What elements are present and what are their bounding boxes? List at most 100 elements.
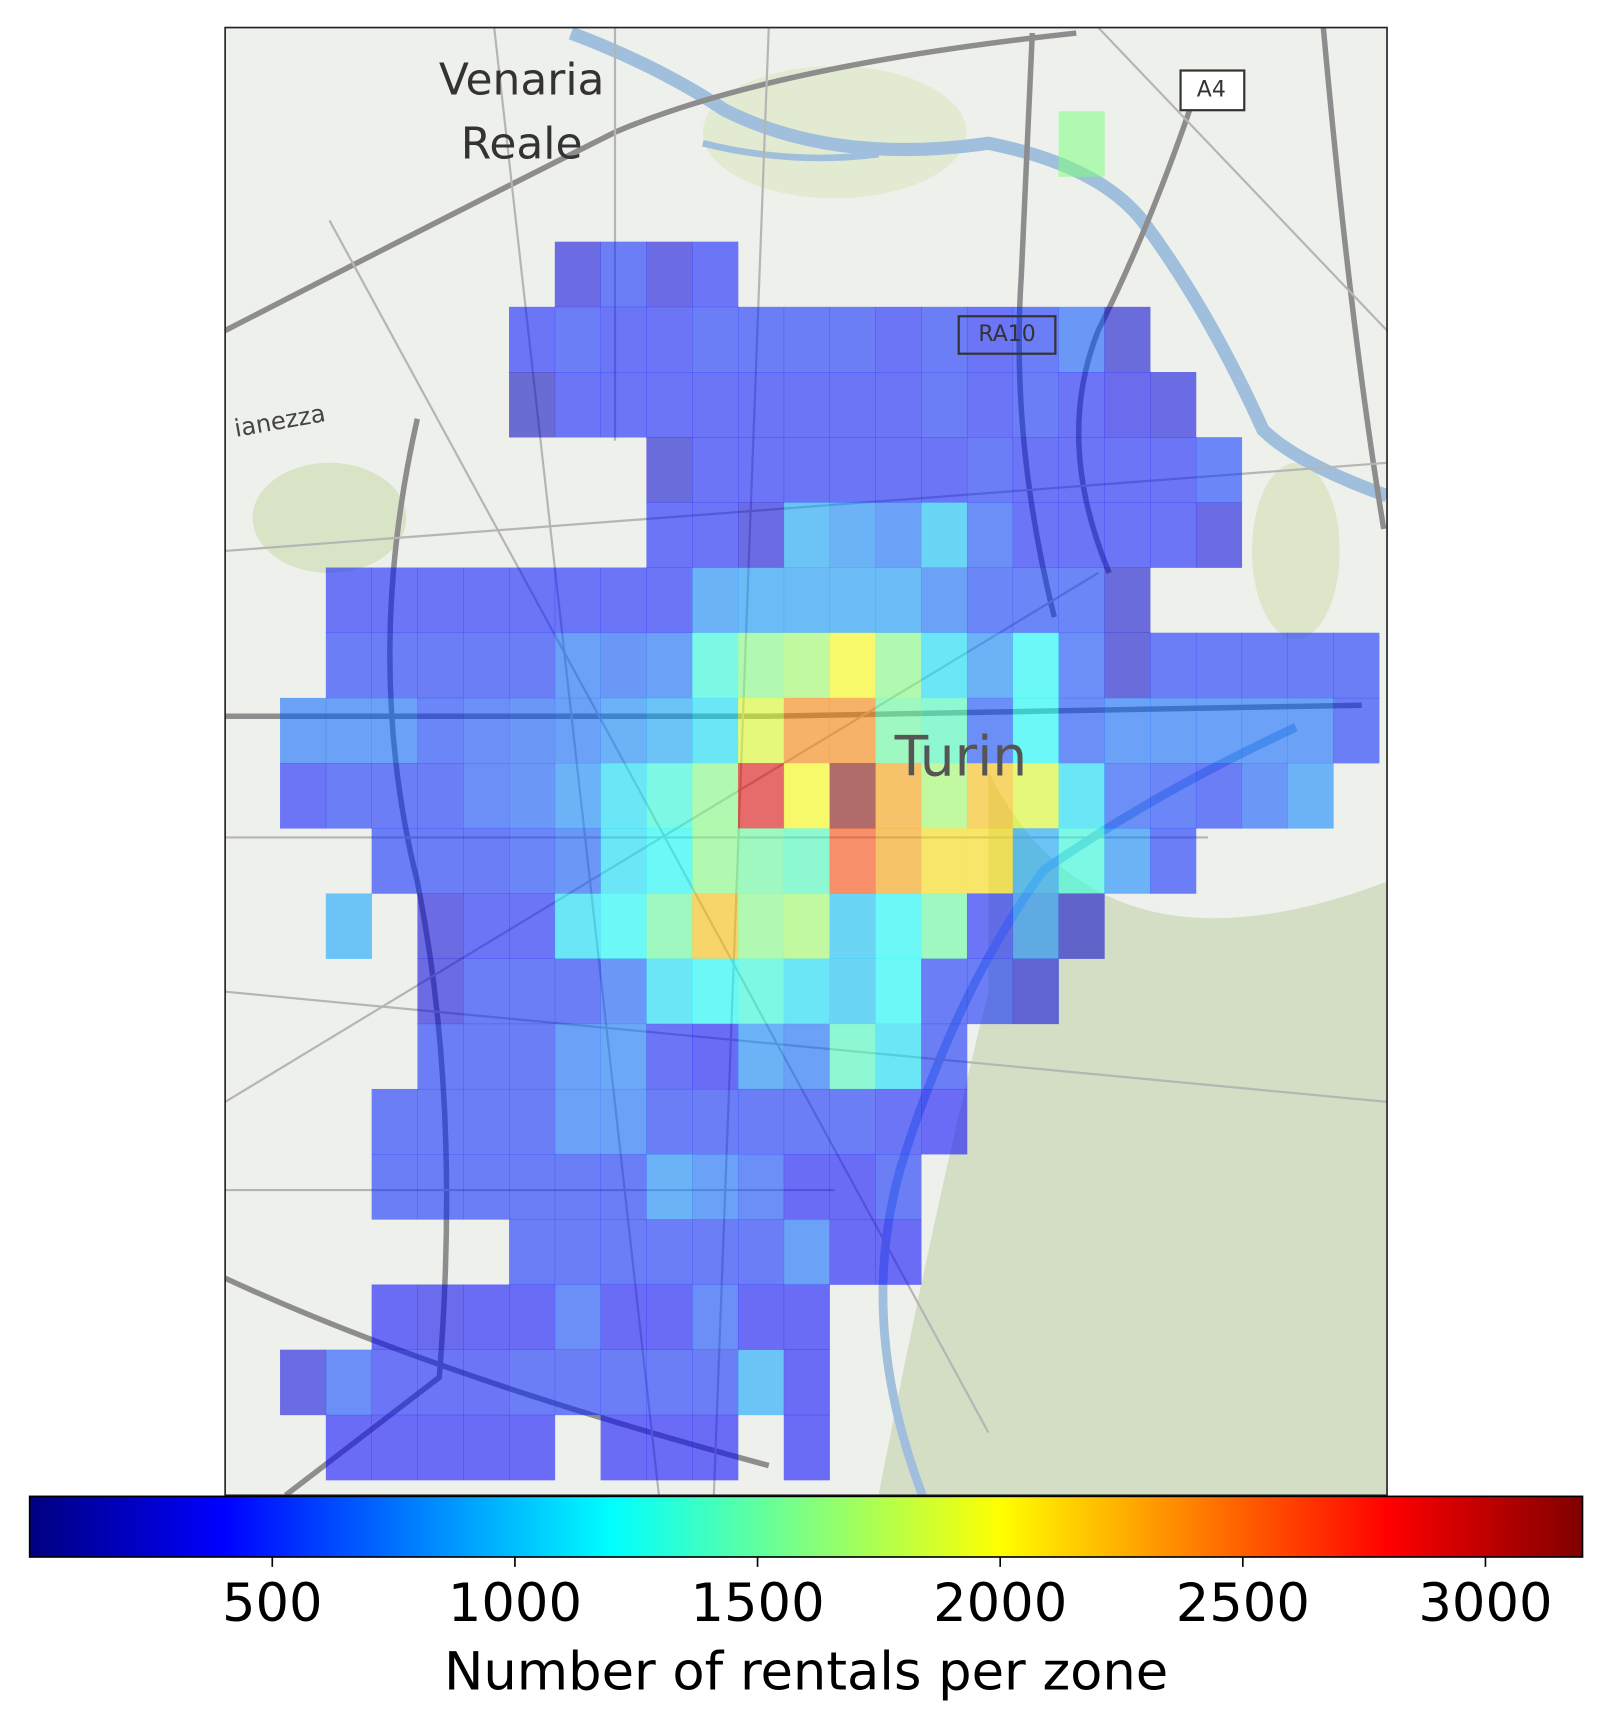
cell xyxy=(829,958,876,1025)
cell xyxy=(921,958,968,1025)
cell xyxy=(325,1349,372,1416)
cell xyxy=(783,1284,830,1350)
cell xyxy=(692,372,739,438)
map-label: Reale xyxy=(461,119,583,170)
cell xyxy=(737,1154,785,1220)
cell xyxy=(921,567,968,634)
cell xyxy=(1241,697,1288,764)
cell xyxy=(829,1023,876,1090)
cell xyxy=(737,1023,785,1090)
cell xyxy=(829,763,876,829)
cell xyxy=(737,1284,785,1350)
cell xyxy=(371,1414,418,1481)
cell xyxy=(1058,502,1105,568)
colorbar xyxy=(28,1495,1584,1558)
cell xyxy=(280,763,327,829)
cell xyxy=(371,763,418,829)
cell xyxy=(1058,111,1105,177)
cell xyxy=(1058,763,1105,829)
cell xyxy=(737,567,785,634)
cell xyxy=(783,763,830,829)
cell xyxy=(875,763,922,829)
cell xyxy=(509,1219,556,1285)
cell xyxy=(646,1284,693,1350)
cell xyxy=(875,1219,922,1285)
cell xyxy=(966,632,1014,699)
cell xyxy=(1150,697,1197,764)
cell xyxy=(417,893,464,959)
cell xyxy=(646,1219,693,1285)
cell xyxy=(554,893,601,959)
cell xyxy=(509,1349,556,1416)
cell xyxy=(875,1088,922,1155)
cell xyxy=(1195,437,1243,503)
cell xyxy=(1195,502,1243,568)
cell xyxy=(463,763,510,829)
cell xyxy=(646,893,693,959)
cell xyxy=(554,1219,601,1285)
cell xyxy=(829,632,876,699)
cell xyxy=(875,828,922,894)
cell xyxy=(1012,372,1059,438)
cell xyxy=(875,306,922,373)
cell xyxy=(600,1349,647,1416)
cell xyxy=(737,502,785,568)
cell xyxy=(1058,437,1105,503)
cell xyxy=(371,1154,418,1220)
cell xyxy=(1012,697,1059,764)
cell xyxy=(737,697,785,764)
cell xyxy=(692,502,739,568)
cell xyxy=(600,1414,647,1481)
cell xyxy=(509,828,556,894)
cell xyxy=(417,1023,464,1090)
cell xyxy=(509,958,556,1025)
cell xyxy=(783,828,830,894)
cell xyxy=(1058,632,1105,699)
cell xyxy=(600,1023,647,1090)
cell xyxy=(463,632,510,699)
cell xyxy=(463,1154,510,1220)
cell xyxy=(783,1088,830,1155)
cell xyxy=(646,241,693,308)
colorbar-tick-label: 1500 xyxy=(690,1573,824,1634)
cell xyxy=(921,502,968,568)
cell xyxy=(692,1284,739,1350)
cell xyxy=(783,437,830,503)
cell xyxy=(463,1284,510,1350)
cell xyxy=(966,372,1014,438)
cell xyxy=(875,567,922,634)
cell xyxy=(737,1349,785,1416)
cell xyxy=(1104,567,1151,634)
cell xyxy=(783,1414,830,1481)
cell xyxy=(692,763,739,829)
cell xyxy=(829,1088,876,1155)
cell xyxy=(463,828,510,894)
cell xyxy=(737,763,785,829)
cell xyxy=(875,502,922,568)
cell xyxy=(600,697,647,764)
cell xyxy=(417,958,464,1025)
cell xyxy=(829,567,876,634)
colorbar-tick-label: 500 xyxy=(222,1573,323,1634)
cell xyxy=(646,1088,693,1155)
cell xyxy=(737,828,785,894)
cell xyxy=(463,1088,510,1155)
cell xyxy=(646,502,693,568)
cell xyxy=(371,1284,418,1350)
cell xyxy=(1058,372,1105,438)
cell xyxy=(783,502,830,568)
heatmap xyxy=(280,111,1380,1481)
cell xyxy=(692,306,739,373)
cell xyxy=(646,697,693,764)
cell xyxy=(646,632,693,699)
cell xyxy=(692,893,739,959)
colorbar-tick-label: 2500 xyxy=(1176,1573,1310,1634)
cell xyxy=(646,1154,693,1220)
cell xyxy=(417,828,464,894)
cell xyxy=(1287,697,1334,764)
cell xyxy=(463,1023,510,1090)
cell xyxy=(692,697,739,764)
cell xyxy=(1195,763,1243,829)
cell xyxy=(783,306,830,373)
